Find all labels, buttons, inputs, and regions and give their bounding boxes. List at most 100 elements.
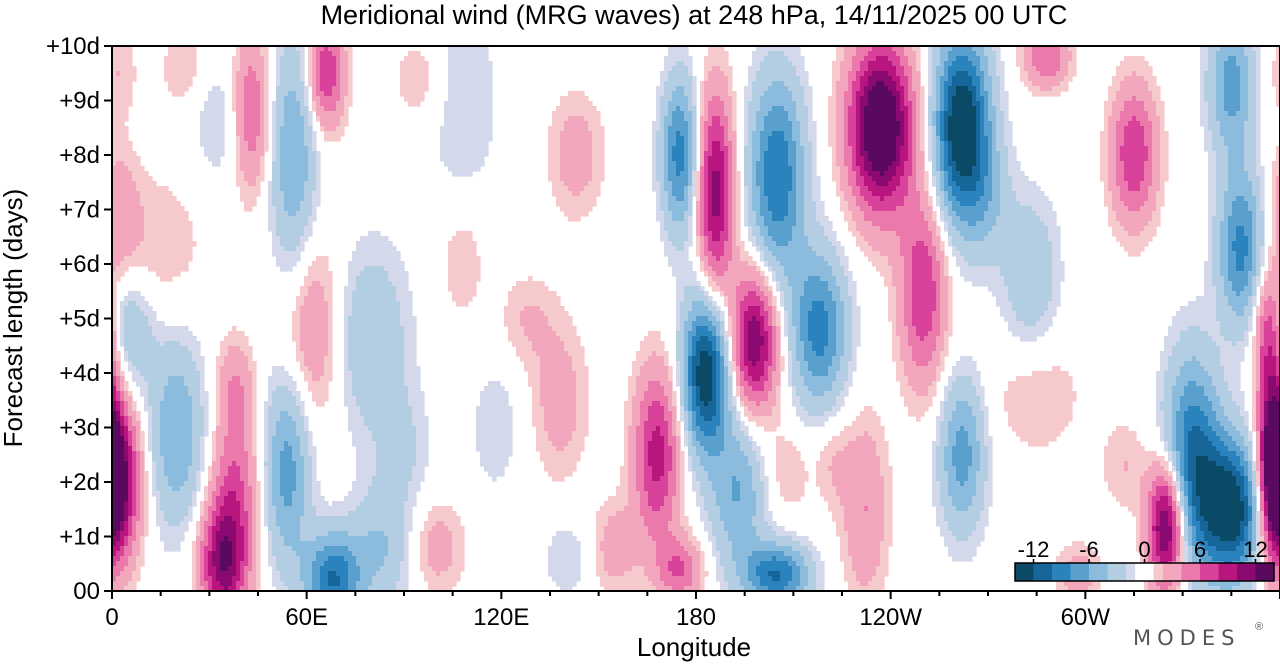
heatmap-cell bbox=[1028, 181, 1033, 187]
heatmap-cell bbox=[996, 101, 1001, 107]
heatmap-cell bbox=[452, 46, 457, 52]
heatmap-cell bbox=[300, 86, 305, 92]
heatmap-cell bbox=[1060, 66, 1065, 72]
heatmap-cell bbox=[1156, 101, 1161, 107]
heatmap-cell bbox=[908, 176, 913, 182]
heatmap-cell bbox=[1140, 186, 1145, 192]
heatmap-cell bbox=[116, 96, 121, 102]
heatmap-cell bbox=[1108, 156, 1113, 162]
heatmap-cell bbox=[808, 156, 813, 162]
heatmap-cell bbox=[1128, 106, 1133, 112]
heatmap-cell bbox=[1068, 56, 1073, 62]
heatmap-cell bbox=[708, 61, 713, 67]
heatmap-cell bbox=[812, 151, 817, 157]
heatmap-cell bbox=[948, 76, 953, 82]
heatmap-cell bbox=[760, 166, 765, 172]
heatmap-cell bbox=[984, 166, 989, 172]
heatmap-cell bbox=[284, 176, 289, 182]
heatmap-cell bbox=[164, 186, 169, 192]
heatmap-cell bbox=[316, 151, 321, 157]
heatmap-cell bbox=[180, 56, 185, 62]
heatmap-cell bbox=[780, 61, 785, 67]
heatmap-cell bbox=[480, 116, 485, 122]
heatmap-cell bbox=[156, 186, 161, 192]
heatmap-cell bbox=[312, 56, 317, 62]
heatmap-cell bbox=[884, 61, 889, 67]
heatmap-cell bbox=[480, 86, 485, 92]
heatmap-cell bbox=[588, 146, 593, 152]
heatmap-cell bbox=[240, 146, 245, 152]
heatmap-cell bbox=[476, 151, 481, 157]
heatmap-cell bbox=[832, 111, 837, 117]
heatmap-cell bbox=[112, 171, 117, 177]
heatmap-cell bbox=[1136, 146, 1141, 152]
heatmap-cell bbox=[1160, 141, 1165, 147]
heatmap-cell bbox=[928, 106, 933, 112]
heatmap-cell bbox=[912, 146, 917, 152]
heatmap-cell bbox=[792, 181, 797, 187]
heatmap-cell bbox=[1128, 76, 1133, 82]
heatmap-cell bbox=[348, 101, 353, 107]
heatmap-cell bbox=[580, 151, 585, 157]
heatmap-cell bbox=[768, 186, 773, 192]
heatmap-cell bbox=[176, 56, 181, 62]
heatmap-cell bbox=[876, 131, 881, 137]
heatmap-cell bbox=[948, 46, 953, 52]
heatmap-cell bbox=[968, 141, 973, 147]
heatmap-cell bbox=[112, 76, 117, 82]
heatmap-cell bbox=[1248, 141, 1253, 147]
heatmap-cell bbox=[328, 51, 333, 57]
heatmap-cell bbox=[208, 146, 213, 152]
heatmap-cell bbox=[1104, 181, 1109, 187]
heatmap-cell bbox=[456, 46, 461, 52]
heatmap-cell bbox=[292, 101, 297, 107]
heatmap-cell bbox=[1064, 81, 1069, 87]
heatmap-cell bbox=[1232, 101, 1237, 107]
heatmap-cell bbox=[1140, 156, 1145, 162]
heatmap-cell bbox=[844, 106, 849, 112]
heatmap-cell bbox=[1140, 166, 1145, 172]
heatmap-cell bbox=[784, 71, 789, 77]
heatmap-cell bbox=[808, 191, 813, 197]
heatmap-cell bbox=[560, 116, 565, 122]
heatmap-cell bbox=[988, 176, 993, 182]
heatmap-cell bbox=[336, 81, 341, 87]
heatmap-cell bbox=[772, 86, 777, 92]
heatmap-cell bbox=[308, 116, 313, 122]
heatmap-cell bbox=[1228, 51, 1233, 57]
heatmap-cell bbox=[940, 166, 945, 172]
heatmap-cell bbox=[788, 71, 793, 77]
heatmap-cell bbox=[1040, 66, 1045, 72]
heatmap-cell bbox=[792, 116, 797, 122]
heatmap-cell bbox=[680, 106, 685, 112]
heatmap-cell bbox=[552, 111, 557, 117]
heatmap-cell bbox=[1044, 56, 1049, 62]
heatmap-cell bbox=[784, 61, 789, 67]
heatmap-cell bbox=[652, 156, 657, 162]
heatmap-cell bbox=[1124, 91, 1129, 97]
heatmap-cell bbox=[936, 166, 941, 172]
heatmap-cell bbox=[796, 146, 801, 152]
heatmap-cell bbox=[1056, 56, 1061, 62]
heatmap-cell bbox=[444, 106, 449, 112]
heatmap-cell bbox=[312, 146, 317, 152]
heatmap-cell bbox=[572, 136, 577, 142]
heatmap-cell bbox=[1244, 71, 1249, 77]
heatmap-cell bbox=[1004, 141, 1009, 147]
heatmap-cell bbox=[680, 186, 685, 192]
heatmap-cell bbox=[1032, 71, 1037, 77]
heatmap-cell bbox=[116, 166, 121, 172]
heatmap-cell bbox=[928, 56, 933, 62]
heatmap-cell bbox=[1104, 176, 1109, 182]
heatmap-cell bbox=[996, 81, 1001, 87]
heatmap-cell bbox=[140, 171, 145, 177]
heatmap-cell bbox=[1128, 81, 1133, 87]
heatmap-cell bbox=[292, 156, 297, 162]
heatmap-cell bbox=[552, 181, 557, 187]
heatmap-cell bbox=[1112, 101, 1117, 107]
heatmap-cell bbox=[1248, 71, 1253, 77]
heatmap-cell bbox=[760, 151, 765, 157]
heatmap-cell bbox=[660, 136, 665, 142]
heatmap-cell bbox=[788, 121, 793, 127]
heatmap-field bbox=[112, 46, 1280, 591]
